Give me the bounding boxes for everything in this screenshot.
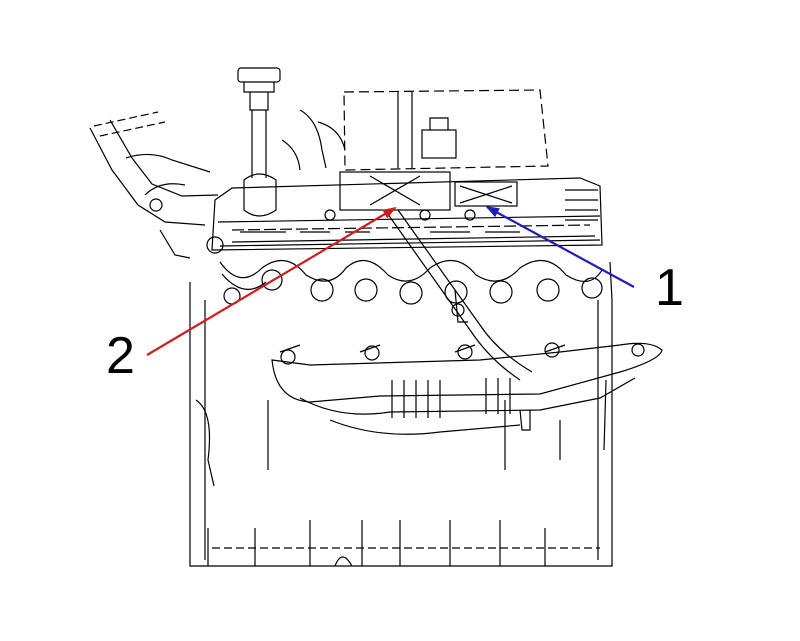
engine-block [189, 282, 613, 567]
head-bolts [206, 209, 613, 305]
intake-tube [89, 111, 219, 259]
exhaust-manifold [271, 342, 663, 435]
oil-filler-neck [237, 67, 281, 217]
callout-label-2: 2 [106, 327, 135, 385]
callout-arrow-2 [146, 206, 397, 356]
callout-arrow-1 [485, 206, 635, 288]
valve-cover [211, 89, 603, 251]
callout-label-1: 1 [655, 259, 684, 317]
wiring-harness [281, 109, 533, 381]
